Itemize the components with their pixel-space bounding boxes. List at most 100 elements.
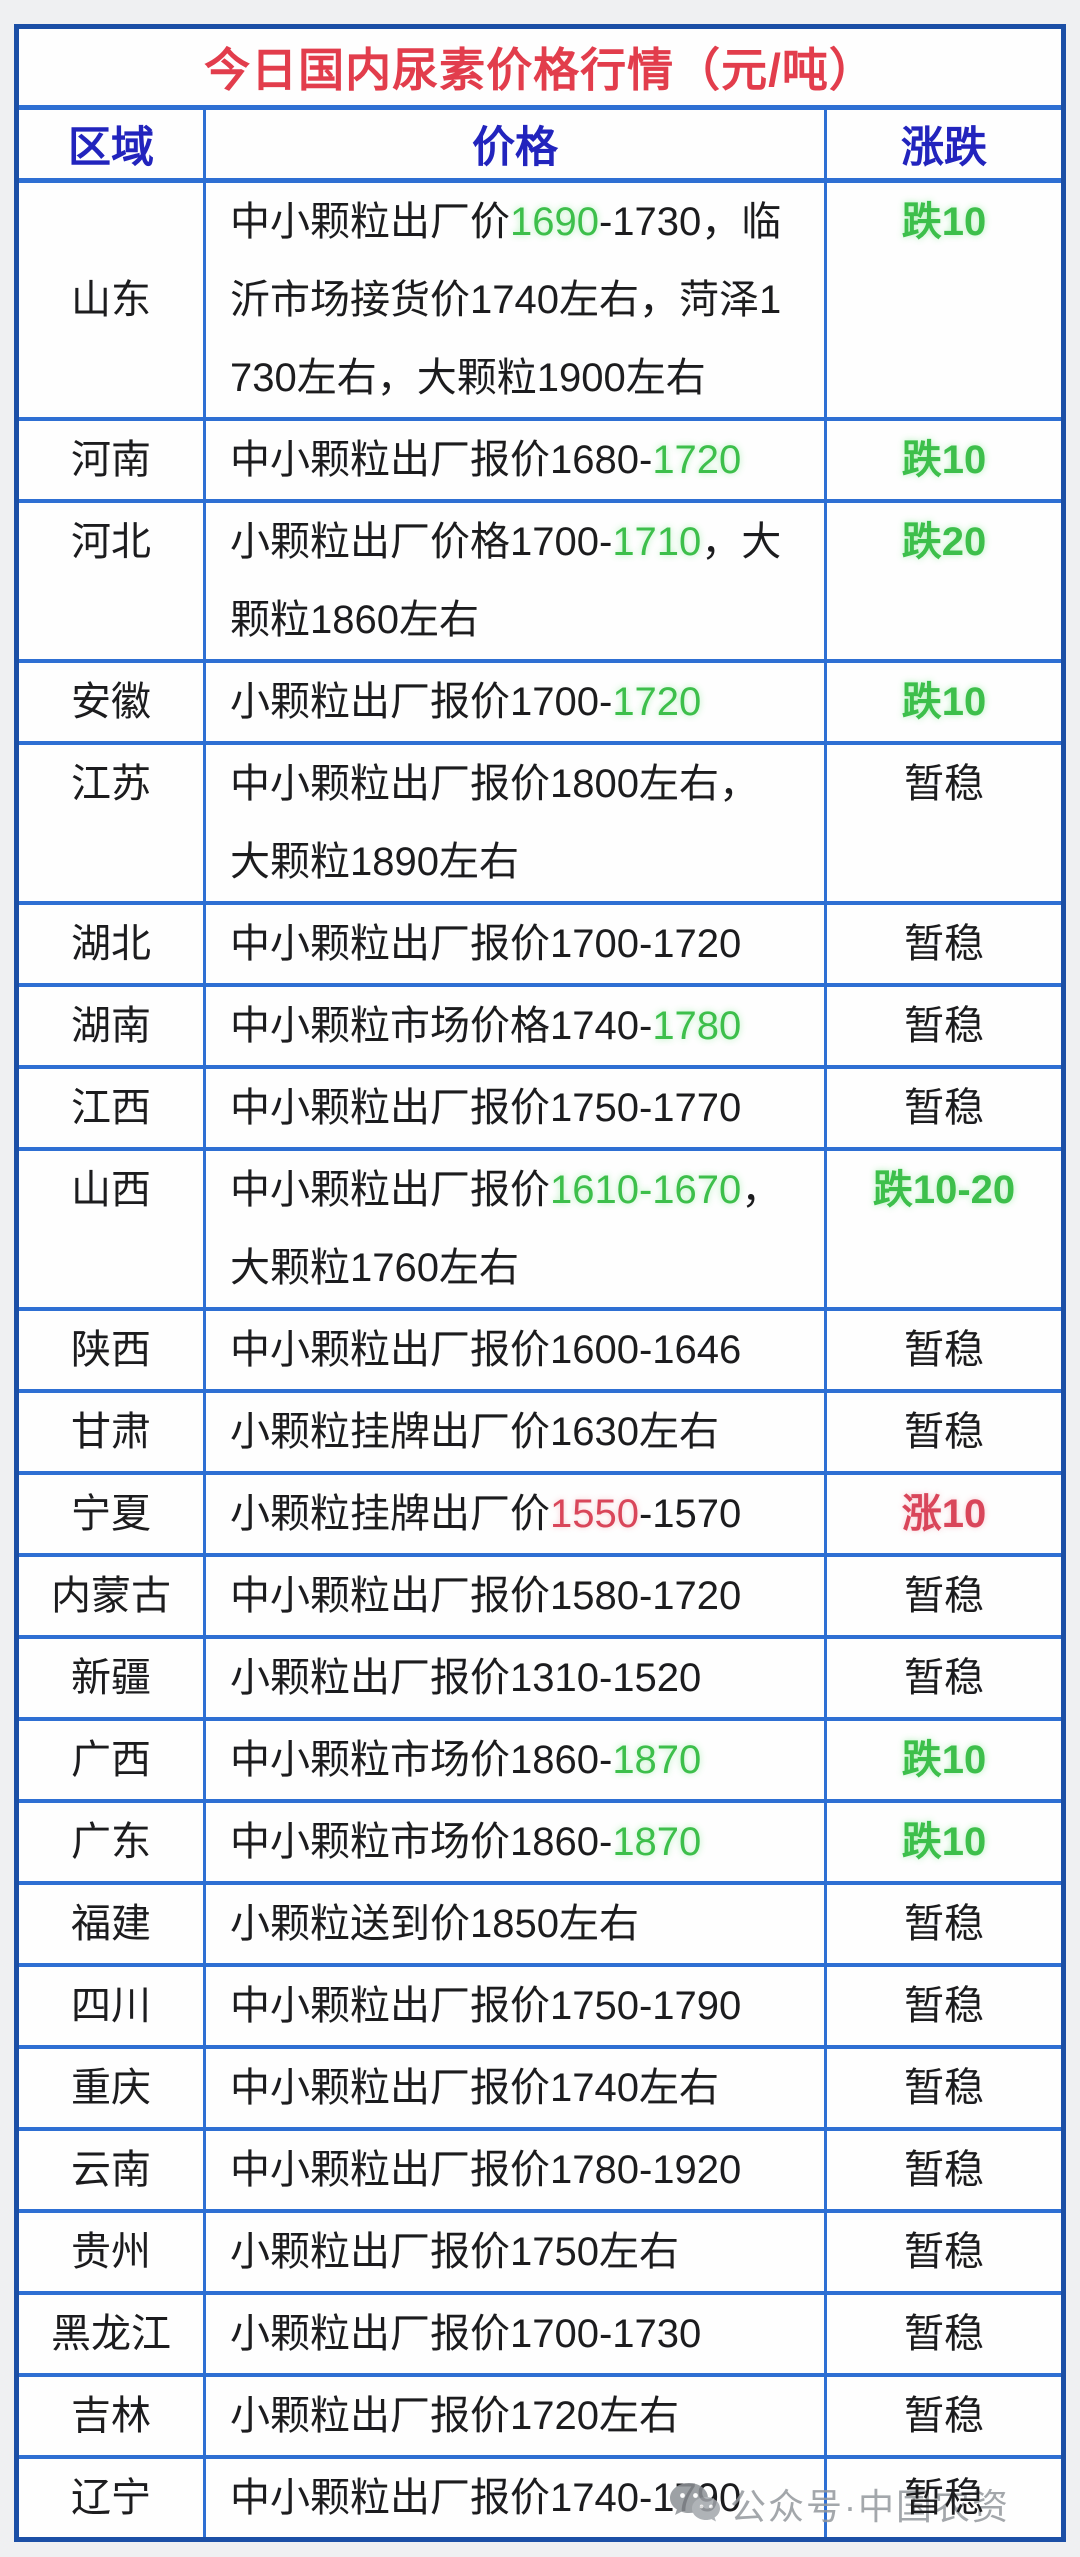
change-cell: 暂稳 (904, 762, 984, 806)
price-cell: 小颗粒出厂价格1700-1710，大颗粒1860左右 (203, 503, 827, 659)
table-row: 江苏 中小颗粒出厂报价1800左右，大颗粒1890左右 暂稳 (19, 741, 1061, 901)
price-cell: 中小颗粒市场价1860-1870 (203, 1803, 827, 1881)
table-row: 贵州 小颗粒出厂报价1750左右 暂稳 (19, 2209, 1061, 2291)
region-cell: 云南 (71, 2148, 151, 2192)
price-cell: 中小颗粒出厂报价1700-1720 (203, 905, 827, 983)
change-cell: 跌10-20 (872, 1168, 1016, 1212)
region-cell: 辽宁 (71, 2476, 151, 2520)
price-cell: 小颗粒挂牌出厂价1550-1570 (203, 1475, 827, 1553)
price-cell: 中小颗粒市场价1860-1870 (203, 1721, 827, 1799)
wechat-icon (670, 2483, 720, 2522)
table-row: 四川 中小颗粒出厂报价1750-1790 暂稳 (19, 1963, 1061, 2045)
change-cell: 涨10 (901, 1492, 987, 1536)
region-cell: 重庆 (71, 2066, 151, 2110)
price-cell: 中小颗粒市场价格1740-1780 (203, 987, 827, 1065)
column-header-price: 价格 (203, 110, 827, 178)
region-cell: 山东 (71, 278, 151, 322)
change-cell: 跌10 (901, 200, 987, 244)
change-cell: 暂稳 (904, 922, 984, 966)
table-row: 陕西 中小颗粒出厂报价1600-1646 暂稳 (19, 1307, 1061, 1389)
price-cell: 小颗粒出厂报价1310-1520 (203, 1639, 827, 1717)
change-cell: 暂稳 (904, 1574, 984, 1618)
table-row: 黑龙江 小颗粒出厂报价1700-1730 暂稳 (19, 2291, 1061, 2373)
price-cell: 中小颗粒出厂报价1780-1920 (203, 2131, 827, 2209)
table-row: 甘肃 小颗粒挂牌出厂价1630左右 暂稳 (19, 1389, 1061, 1471)
region-cell: 内蒙古 (51, 1574, 171, 1618)
price-cell: 小颗粒出厂报价1700-1730 (203, 2295, 827, 2373)
region-cell: 江西 (71, 1086, 151, 1130)
table-row: 重庆 中小颗粒出厂报价1740左右 暂稳 (19, 2045, 1061, 2127)
change-cell: 暂稳 (904, 1410, 984, 1454)
region-cell: 四川 (71, 1984, 151, 2028)
table-row: 山东 中小颗粒出厂价1690-1730，临沂市场接货价1740左右，菏泽1730左… (19, 183, 1061, 417)
price-cell: 小颗粒挂牌出厂价1630左右 (203, 1393, 827, 1471)
price-cell: 中小颗粒出厂报价1740-1790 (203, 2459, 827, 2537)
change-cell: 暂稳 (904, 1328, 984, 1372)
price-cell: 中小颗粒出厂报价1750-1790 (203, 1967, 827, 2045)
region-cell: 广东 (71, 1820, 151, 1864)
table-row: 内蒙古 中小颗粒出厂报价1580-1720 暂稳 (19, 1553, 1061, 1635)
column-header-change: 涨跌 (901, 124, 987, 172)
price-cell: 中小颗粒出厂报价1750-1770 (203, 1069, 827, 1147)
table-row: 辽宁 中小颗粒出厂报价1740-1790 暂稳 (19, 2455, 1061, 2537)
change-cell: 跌10 (901, 1738, 987, 1782)
table-row: 安徽 小颗粒出厂报价1700-1720 跌10 (19, 659, 1061, 741)
table-row: 广东 中小颗粒市场价1860-1870 跌10 (19, 1799, 1061, 1881)
price-cell: 中小颗粒出厂价1690-1730，临沂市场接货价1740左右，菏泽1730左右，… (203, 183, 827, 417)
price-cell: 小颗粒出厂报价1750左右 (203, 2213, 827, 2291)
table-row: 广西 中小颗粒市场价1860-1870 跌10 (19, 1717, 1061, 1799)
region-cell: 广西 (71, 1738, 151, 1782)
region-cell: 甘肃 (71, 1410, 151, 1454)
region-cell: 陕西 (71, 1328, 151, 1372)
change-cell: 暂稳 (904, 2394, 984, 2438)
region-cell: 宁夏 (71, 1492, 151, 1536)
table-row: 福建 小颗粒送到价1850左右 暂稳 (19, 1881, 1061, 1963)
region-cell: 安徽 (71, 680, 151, 724)
region-cell: 吉林 (71, 2394, 151, 2438)
region-cell: 山西 (71, 1168, 151, 1212)
region-cell: 河南 (71, 438, 151, 482)
change-cell: 暂稳 (904, 2230, 984, 2274)
region-cell: 福建 (71, 1902, 151, 1946)
table-header-row: 区域 价格 涨跌 (19, 110, 1061, 183)
change-cell: 暂稳 (904, 1004, 984, 1048)
change-cell: 暂稳 (904, 1656, 984, 1700)
table-row: 河北 小颗粒出厂价格1700-1710，大颗粒1860左右 跌20 (19, 499, 1061, 659)
table-row: 宁夏 小颗粒挂牌出厂价1550-1570 涨10 (19, 1471, 1061, 1553)
column-header-region: 区域 (68, 124, 154, 172)
change-cell: 跌20 (901, 520, 987, 564)
price-cell: 中小颗粒出厂报价1680-1720 (203, 421, 827, 499)
region-cell: 新疆 (71, 1656, 151, 1700)
watermark-label: 公众号·中国农资 (730, 2486, 1010, 2527)
region-cell: 河北 (71, 520, 151, 564)
table-row: 新疆 小颗粒出厂报价1310-1520 暂稳 (19, 1635, 1061, 1717)
change-cell: 暂稳 (904, 2476, 984, 2520)
region-cell: 江苏 (71, 762, 151, 806)
change-cell: 暂稳 (904, 2148, 984, 2192)
table-row: 山西 中小颗粒出厂报价1610-1670，大颗粒1760左右 跌10-20 (19, 1147, 1061, 1307)
price-cell: 中小颗粒出厂报价1740左右 (203, 2049, 827, 2127)
price-cell: 小颗粒出厂报价1720左右 (203, 2377, 827, 2455)
region-cell: 湖北 (71, 922, 151, 966)
change-cell: 暂稳 (904, 2312, 984, 2356)
change-cell: 暂稳 (904, 2066, 984, 2110)
table-row: 吉林 小颗粒出厂报价1720左右 暂稳 (19, 2373, 1061, 2455)
change-cell: 跌10 (901, 438, 987, 482)
price-cell: 中小颗粒出厂报价1600-1646 (203, 1311, 827, 1389)
table-row: 云南 中小颗粒出厂报价1780-1920 暂稳 (19, 2127, 1061, 2209)
change-cell: 跌10 (901, 1820, 987, 1864)
change-cell: 跌10 (901, 680, 987, 724)
price-cell: 中小颗粒出厂报价1580-1720 (203, 1557, 827, 1635)
page-title: 今日国内尿素价格行情（元/吨） (19, 29, 1061, 110)
region-cell: 黑龙江 (51, 2312, 171, 2356)
price-cell: 小颗粒送到价1850左右 (203, 1885, 827, 1963)
change-cell: 暂稳 (904, 1902, 984, 1946)
watermark: 公众号·中国农资 (668, 2478, 1010, 2530)
table-row: 江西 中小颗粒出厂报价1750-1770 暂稳 (19, 1065, 1061, 1147)
price-cell: 小颗粒出厂报价1700-1720 (203, 663, 827, 741)
price-cell: 中小颗粒出厂报价1800左右，大颗粒1890左右 (203, 745, 827, 901)
price-cell: 中小颗粒出厂报价1610-1670，大颗粒1760左右 (203, 1151, 827, 1307)
region-cell: 贵州 (71, 2230, 151, 2274)
table-body: 山东 中小颗粒出厂价1690-1730，临沂市场接货价1740左右，菏泽1730左… (19, 183, 1061, 2537)
